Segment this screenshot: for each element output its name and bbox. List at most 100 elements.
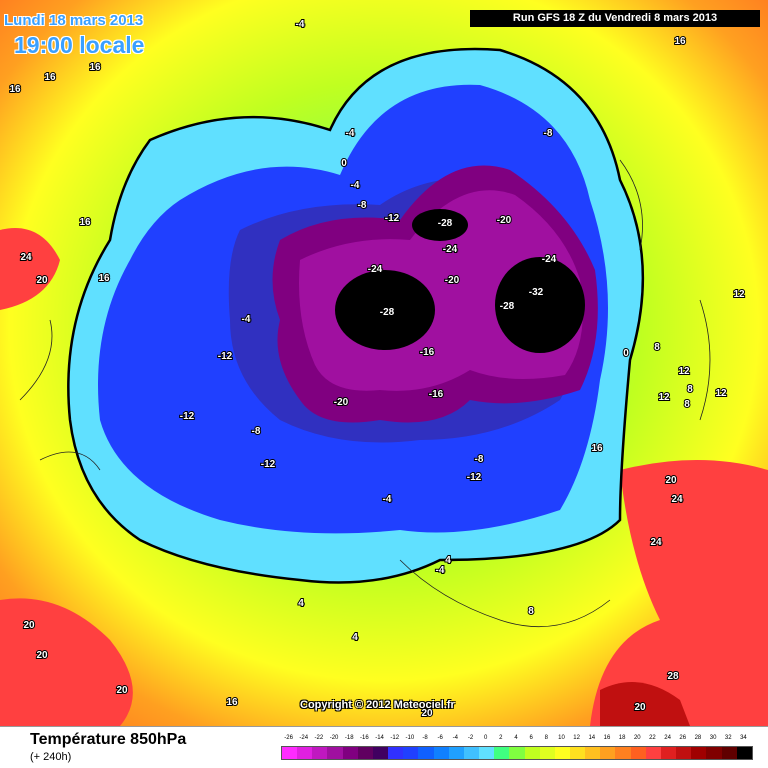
- color-swatch: [645, 747, 661, 759]
- isotherm-value-label: 20: [23, 620, 35, 631]
- color-swatch: [479, 747, 495, 759]
- temperature-map: -4 16 16 16 16 -4 0 -4 -8 -12 -8 -28 -20 -24 -24 -24 -20…: [0, 0, 768, 726]
- color-swatch: [509, 747, 525, 759]
- isotherm-value-label: 24: [671, 494, 683, 505]
- cold-core-black-west: [335, 270, 435, 350]
- isotherm-value-label: 0: [623, 348, 629, 359]
- isotherm-value-label: -4: [242, 314, 251, 325]
- isotherm-value-label: 8: [687, 384, 693, 395]
- isotherm-value-label: 20: [634, 702, 646, 713]
- legend-tick: 28: [694, 735, 702, 741]
- isotherm-value-label: 8: [654, 342, 660, 353]
- isotherm-value-label: -12: [385, 213, 400, 224]
- color-swatch: [706, 747, 722, 759]
- legend-tick: -10: [405, 735, 415, 741]
- model-run-banner: Run GFS 18 Z du Vendredi 8 mars 2013: [470, 10, 760, 27]
- isotherm-value-label: 20: [36, 650, 48, 661]
- color-swatch: [569, 747, 586, 759]
- isotherm-value-label: 16: [226, 697, 238, 708]
- legend-tick: -26: [284, 735, 293, 741]
- legend-tick: -24: [299, 735, 309, 741]
- isotherm-value-label: -28: [500, 301, 515, 312]
- legend-tick: -6: [437, 735, 443, 741]
- legend-tick: 4: [514, 735, 518, 741]
- legend-tick: 34: [740, 735, 747, 741]
- isotherm-value-label: 12: [715, 388, 727, 399]
- valid-time: 19:00 locale: [14, 32, 145, 58]
- color-swatch: [418, 747, 434, 759]
- legend-tick: 8: [544, 735, 548, 741]
- isotherm-value-label: -8: [544, 128, 553, 139]
- color-swatch: [282, 747, 298, 759]
- legend-tick: 32: [724, 735, 732, 741]
- isotherm-value-label: -8: [475, 454, 484, 465]
- color-swatch: [433, 747, 449, 759]
- isotherm-value-label: 8: [684, 399, 690, 410]
- color-scale-bar: [281, 746, 753, 760]
- isotherm-value-label: 12: [658, 392, 670, 403]
- isotherm-value-label: -12: [180, 411, 195, 422]
- isotherm-value-label: -28: [380, 307, 395, 318]
- isotherm-value-label: -4: [351, 180, 360, 191]
- color-swatch: [357, 747, 373, 759]
- cold-core-black-east: [495, 257, 585, 353]
- isotherm-value-label: -8: [252, 426, 261, 437]
- color-swatch: [524, 747, 540, 759]
- isotherm-value-label: -24: [368, 264, 383, 275]
- warm-zone-southwest: [0, 598, 133, 726]
- isotherm-value-label: 16: [9, 84, 21, 95]
- isotherm-value-label: -4: [436, 565, 445, 576]
- isotherm-value-label: 12: [733, 289, 745, 300]
- isotherm-value-label: 20: [421, 708, 433, 719]
- legend-tick: -18: [344, 735, 354, 741]
- color-swatch: [615, 747, 631, 759]
- isotherm-zero: [67, 47, 645, 584]
- legend-title: Température 850hPa: [30, 731, 187, 748]
- color-swatch: [630, 747, 646, 759]
- legend-tick: -22: [314, 735, 324, 741]
- legend-tick: 14: [588, 735, 596, 741]
- isotherm-value-label: 4: [298, 598, 304, 609]
- isotherm-value-label: 16: [79, 217, 91, 228]
- color-swatch: [403, 747, 419, 759]
- legend-tick: -16: [360, 735, 369, 741]
- color-swatch: [539, 747, 555, 759]
- isotherm-value-label: -32: [529, 287, 544, 298]
- legend-tick: -8: [422, 735, 428, 741]
- isotherm-value-label: -16: [429, 389, 444, 400]
- coastlines: [19, 159, 711, 628]
- legend-tick: 12: [573, 735, 580, 741]
- color-swatch: [554, 747, 570, 759]
- isotherm-value-label: 12: [678, 366, 690, 377]
- isotherm-value-label: -24: [542, 254, 557, 265]
- isotherm-value-label: 20: [665, 475, 677, 486]
- copyright-notice: Copyright © 2012 Meteociel.fr: [300, 699, 455, 711]
- warm-zone-west: [0, 228, 60, 310]
- color-swatch: [676, 747, 692, 759]
- legend-tick: 24: [664, 735, 671, 741]
- isotherm-value-label: 20: [116, 685, 128, 696]
- color-swatch: [660, 747, 677, 759]
- color-swatch: [736, 747, 752, 759]
- legend-tick: -12: [390, 735, 400, 741]
- legend-tick: -20: [329, 735, 339, 741]
- color-swatch: [691, 747, 707, 759]
- color-swatch: [327, 747, 343, 759]
- isotherm-value-label: -4: [346, 128, 355, 139]
- legend-tick: -14: [375, 735, 384, 741]
- isotherm-value-label: -8: [358, 200, 367, 211]
- isotherm-value-label: 20: [36, 275, 48, 286]
- isotherm-value-label: -12: [261, 459, 276, 470]
- isotherm-value-label: 16: [89, 62, 101, 73]
- legend-tick: 2: [499, 735, 503, 741]
- isotherm-value-label: -4: [383, 494, 392, 505]
- isotherm-value-label: 0: [341, 158, 347, 169]
- color-swatch: [342, 747, 358, 759]
- isotherm-value-label: -20: [334, 397, 349, 408]
- color-swatch: [372, 747, 389, 759]
- legend-tick: 16: [603, 735, 611, 741]
- valid-date: Lundi 18 mars 2013: [4, 12, 144, 29]
- isotherm-value-label: -20: [445, 275, 460, 286]
- legend-tick: -2: [467, 735, 474, 741]
